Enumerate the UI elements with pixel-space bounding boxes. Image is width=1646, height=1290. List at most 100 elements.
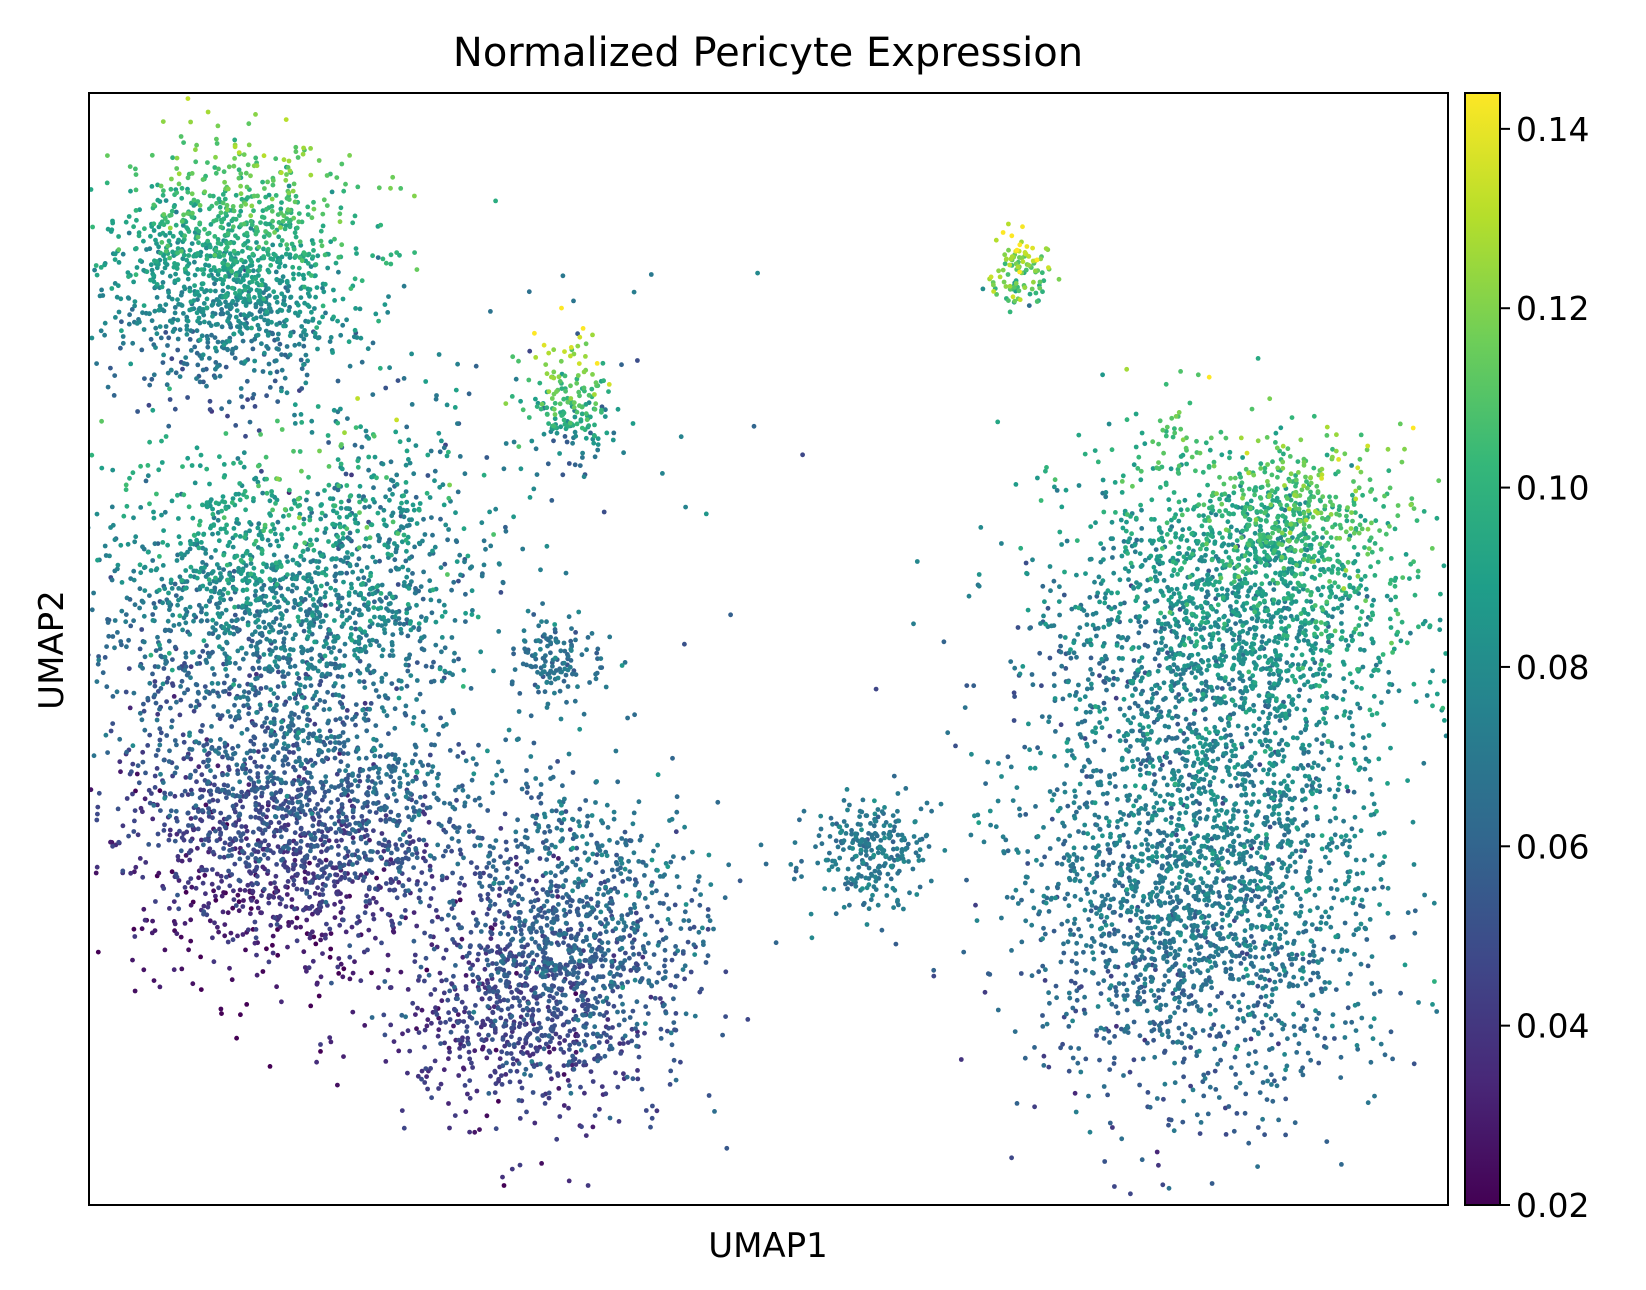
scatter-point [1101,665,1107,671]
scatter-point [344,894,349,899]
scatter-point [508,1051,514,1056]
scatter-point [167,397,173,402]
scatter-point [1244,771,1250,777]
scatter-point [1063,666,1069,671]
scatter-point [929,808,934,814]
scatter-point [546,986,551,992]
scatter-point [428,992,434,997]
scatter-point [475,974,481,980]
scatter-point [179,858,185,864]
scatter-point [1389,935,1395,940]
scatter-point [607,1115,613,1121]
scatter-point [296,675,302,681]
scatter-point [410,839,416,844]
scatter-point [389,850,394,856]
scatter-point [381,1012,387,1018]
scatter-point [75,684,80,689]
scatter-point [1032,1045,1037,1050]
scatter-point [671,854,676,859]
scatter-point [587,680,592,685]
scatter-point [293,848,299,853]
scatter-point [505,866,511,871]
scatter-point [682,641,687,647]
scatter-point [534,929,539,935]
scatter-point [447,816,453,822]
scatter-point [174,818,180,824]
scatter-point [230,803,236,809]
scatter-point [28,714,33,719]
scatter-point [485,808,491,813]
scatter-point [1086,1093,1091,1099]
scatter-point [410,1000,416,1006]
scatter-point [340,974,346,980]
scatter-point [363,840,369,846]
scatter-point [236,908,242,914]
scatter-point [279,857,284,863]
scatter-point [152,692,158,698]
scatter-point [1182,1008,1188,1013]
scatter-point [137,646,143,652]
scatter-point [352,959,357,965]
scatter-point [273,889,279,895]
scatter-point [253,935,259,941]
scatter-point [302,766,307,771]
scatter-point [890,839,896,845]
scatter-point [1266,953,1272,959]
scatter-point [279,999,284,1005]
scatter-point [689,898,695,903]
scatter-point [429,610,435,616]
scatter-point [570,770,576,775]
scatter-point [590,1124,596,1130]
scatter-point [1169,736,1175,741]
scatter-point [1279,944,1284,950]
scatter-point [618,1051,624,1056]
scatter-point [424,1074,429,1079]
scatter-point [493,1126,499,1132]
scatter-point [1082,1010,1088,1016]
scatter-point [531,612,537,617]
scatter-point [571,1027,577,1032]
scatter-point [467,1056,473,1062]
scatter-point [120,823,126,829]
scatter-point [326,838,332,843]
scatter-point [65,773,70,778]
scatter-point [337,716,343,722]
scatter-point [139,347,145,353]
scatter-point [201,903,207,909]
scatter-point [545,1004,551,1010]
scatter-point [1074,969,1079,975]
scatter-point [237,887,243,893]
scatter-point [282,822,288,828]
scatter-point [569,898,575,904]
scatter-point [472,1048,478,1054]
scatter-point [373,723,379,728]
scatter-point [383,1059,389,1064]
scatter-point [394,847,400,852]
scatter-point [118,345,123,351]
scatter-point [124,644,129,650]
scatter-point [799,858,804,864]
scatter-point [395,813,401,818]
scatter-point [218,1006,224,1012]
scatter-point [521,1017,527,1023]
scatter-point [251,741,257,747]
scatter-point [630,1008,636,1014]
scatter-point [468,966,473,972]
scatter-point [274,738,280,744]
scatter-point [500,925,506,930]
scatter-point [196,764,202,770]
scatter-point [230,937,236,943]
scatter-point [381,867,387,872]
scatter-point [526,1000,531,1006]
scatter-point [504,847,509,853]
scatter-point [326,645,332,651]
scatter-point [622,1017,627,1023]
scatter-point [560,895,566,900]
scatter-point [548,634,553,640]
scatter-point [551,853,556,859]
scatter-point [1314,1016,1320,1022]
scatter-point [1115,824,1120,830]
scatter-point [586,871,592,877]
scatter-point [112,373,118,378]
scatter-point [234,762,240,768]
